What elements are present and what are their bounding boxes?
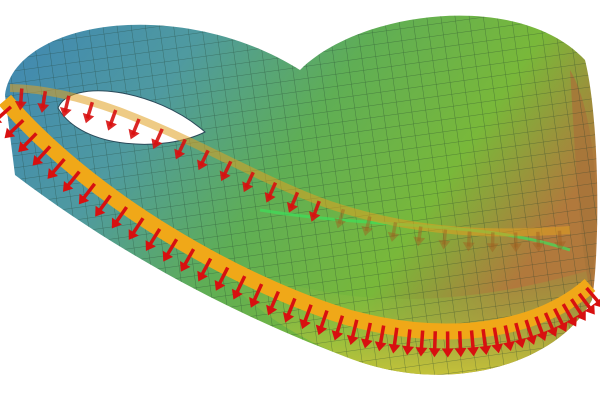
arrow-head <box>282 311 295 323</box>
arrow-head <box>438 239 451 250</box>
arrow-head <box>14 101 27 111</box>
arrow-head <box>264 191 276 203</box>
arrow-head <box>105 120 117 131</box>
arrow-head <box>111 217 122 229</box>
arrow-head <box>128 229 139 240</box>
arrow-shaft <box>337 208 346 225</box>
arrow-head <box>18 141 29 153</box>
arrow-group <box>0 88 600 358</box>
arrow-head <box>315 324 328 336</box>
arrow-head <box>197 159 208 171</box>
arrow-head <box>566 315 577 327</box>
arrow-head <box>37 103 50 113</box>
arrow-head <box>162 250 174 262</box>
arrow-head <box>266 304 278 316</box>
arrow-head <box>231 288 243 300</box>
arrow-head <box>556 321 568 332</box>
arrow-head <box>428 348 441 358</box>
arrow-shaft <box>536 231 541 247</box>
arrow-head <box>174 148 186 160</box>
arrow-head <box>346 334 359 346</box>
arrow-head <box>503 340 515 351</box>
arrow-head <box>532 242 545 252</box>
arrow-head <box>151 138 163 150</box>
arrow-head <box>62 181 74 192</box>
arrow-head <box>4 127 16 139</box>
arrow-head <box>462 242 475 252</box>
arrow-head <box>360 338 373 349</box>
arrow-shaft <box>442 229 448 245</box>
arrow-head <box>32 154 44 166</box>
arrow-head <box>584 303 595 315</box>
arrow-head <box>78 193 90 205</box>
arrow-head <box>387 231 400 242</box>
arrow-head <box>374 341 387 352</box>
arrow-head <box>286 202 299 213</box>
arrow-head <box>593 298 600 307</box>
arrow-head <box>575 310 586 321</box>
arrow-head <box>454 347 467 358</box>
arrow-head <box>509 243 522 253</box>
lower-band <box>0 94 596 340</box>
arrow-head <box>514 337 527 349</box>
arrow-head <box>179 260 191 272</box>
arrow-head <box>402 345 415 356</box>
arrow-head <box>546 326 558 337</box>
arrow-head <box>413 236 426 247</box>
arrow-head <box>334 218 346 229</box>
arrow-head <box>0 120 3 123</box>
arrow-shaft <box>466 231 472 247</box>
arrow-head <box>491 343 504 354</box>
arrow-head <box>59 107 72 118</box>
arrow-head <box>145 240 156 251</box>
arrow-head <box>219 170 231 182</box>
arrow-head <box>242 181 254 193</box>
arrow-head <box>82 112 95 124</box>
arrow-head <box>47 168 58 179</box>
upper-band <box>9 84 571 237</box>
arrow-head <box>128 128 140 140</box>
arrow-head <box>554 241 567 251</box>
arrow-head <box>331 330 344 341</box>
arrow-head <box>536 330 548 342</box>
arrow-head <box>486 243 499 253</box>
arrow-head <box>441 348 454 358</box>
arrow-shaft <box>364 216 372 232</box>
arrow-head <box>479 345 492 356</box>
arrow-head <box>249 297 261 308</box>
arrow-shaft <box>391 221 398 238</box>
arrow-shaft <box>416 226 423 242</box>
arrow-head <box>95 205 106 217</box>
arrow-head <box>299 318 311 330</box>
arrow-head <box>214 280 226 291</box>
arrow-head <box>361 225 374 236</box>
arrow-head <box>309 211 321 222</box>
arrow-head <box>197 270 208 282</box>
arrow-head <box>388 343 401 354</box>
arrow-head <box>467 346 479 357</box>
arrow-shaft <box>0 105 13 119</box>
arrow-head <box>525 334 537 345</box>
arrow-head <box>415 347 428 357</box>
arrow-shaft <box>557 230 563 246</box>
